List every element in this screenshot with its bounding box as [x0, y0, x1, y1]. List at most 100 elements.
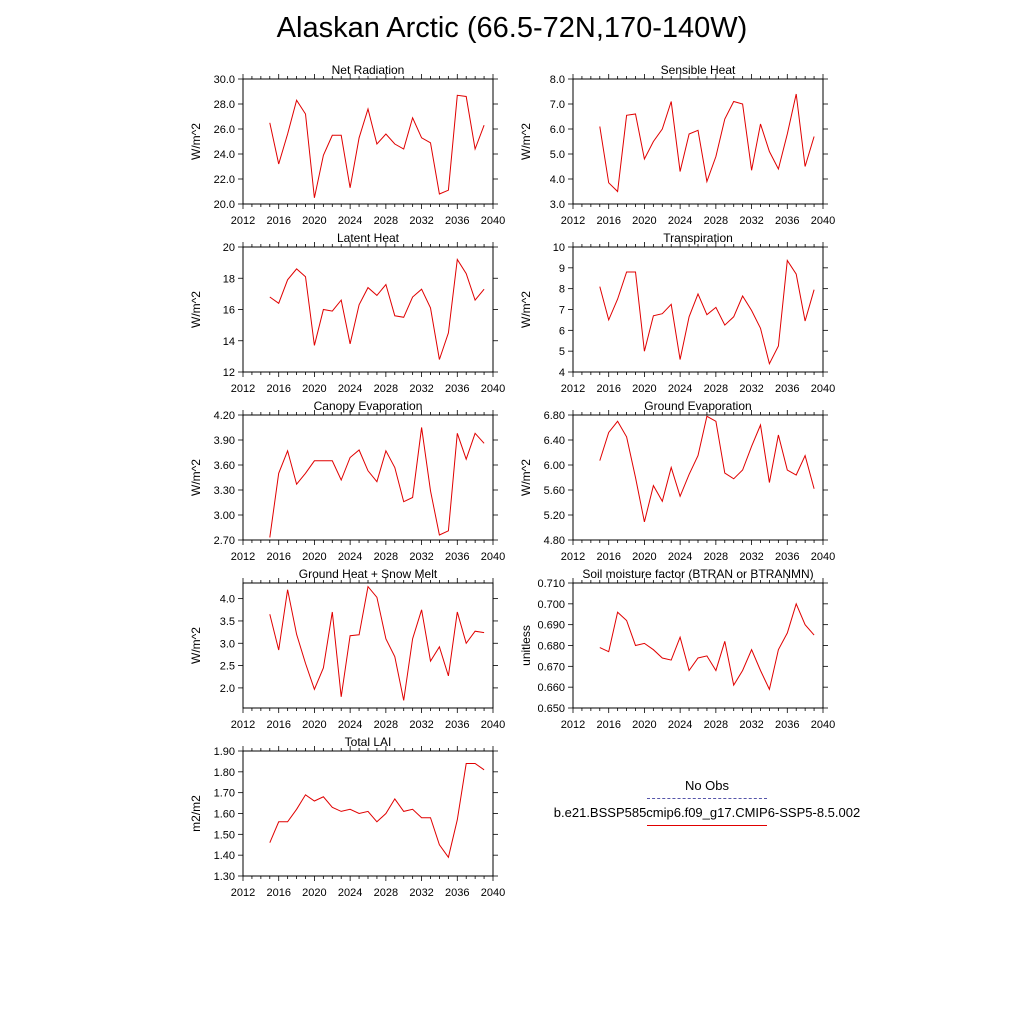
panel-1-xtick-label: 2028 [374, 215, 398, 227]
panel-8-series-line [599, 602, 815, 691]
panel-1-ytick-label: 20.0 [214, 199, 235, 211]
panel-7-ylabel: W/m^2 [189, 627, 203, 664]
panel-7-frame [242, 582, 494, 709]
panel-5-xtick-label: 2016 [266, 551, 290, 563]
legend-line-obs [647, 798, 767, 799]
panel-8-ytick-label: 0.680 [537, 641, 565, 653]
panel-1-ytick-label: 28.0 [214, 99, 235, 111]
panel-6-xtick-label: 2032 [739, 551, 763, 563]
panel-5-ytick-label: 2.70 [214, 535, 235, 547]
panel-5-ytick-label: 3.00 [214, 510, 235, 522]
panel-3-series-line [269, 258, 485, 360]
legend-label-model: b.e21.BSSP585cmip6.f09_g17.CMIP6-SSP5-8.… [553, 805, 861, 820]
panel-7-ytick-label: 2.5 [220, 661, 235, 673]
panel-6-xtick-label: 2020 [632, 551, 656, 563]
legend-line-model [647, 825, 767, 826]
panel-6-xtick-label: 2040 [811, 551, 835, 563]
panel-2-ylabel: W/m^2 [519, 123, 533, 160]
panel-5-xtick-label: 2028 [374, 551, 398, 563]
panel-1-series-line [269, 94, 485, 198]
panel-1-xtick-label: 2020 [302, 215, 326, 227]
panel-3-xtick-label: 2036 [445, 383, 469, 395]
panel-1-ylabel: W/m^2 [189, 123, 203, 160]
panel-6-xtick-label: 2036 [775, 551, 799, 563]
panel-7-ytick-label: 2.0 [220, 683, 235, 695]
panel-5-xtick-label: 2020 [302, 551, 326, 563]
panel-9-ylabel: m2/m2 [189, 795, 203, 832]
panel-1-ytick-label: 22.0 [214, 174, 235, 186]
panel-8-ytick-label: 0.710 [537, 578, 565, 590]
panel-4-xtick-label: 2032 [739, 383, 763, 395]
panel-2-ytick-label: 7.0 [550, 99, 565, 111]
panel-5-xtick-label: 2040 [481, 551, 505, 563]
panel-6-ytick-label: 5.20 [544, 510, 565, 522]
panel-8-ytick-label: 0.690 [537, 620, 565, 632]
panel-3-ylabel: W/m^2 [189, 291, 203, 328]
panel-1-xtick-label: 2036 [445, 215, 469, 227]
panel-1-frame [242, 78, 494, 205]
panel-4-ytick-label: 4 [559, 367, 565, 379]
panel-2-ytick-label: 5.0 [550, 149, 565, 161]
panel-3-ytick-label: 18 [223, 273, 235, 285]
figure-title: Alaskan Arctic (66.5-72N,170-140W) [276, 12, 748, 44]
panel-8-xtick-label: 2028 [704, 719, 728, 731]
panel-5-frame [242, 414, 494, 541]
panel-5-ytick-label: 3.30 [214, 485, 235, 497]
panel-8-xtick-label: 2032 [739, 719, 763, 731]
panel-8-xtick-label: 2036 [775, 719, 799, 731]
panel-6-series-line [599, 415, 815, 523]
panel-4-ytick-label: 6 [559, 325, 565, 337]
panel-2-xtick-label: 2024 [668, 215, 692, 227]
panel-3-ytick-label: 20 [223, 242, 235, 254]
panel-8-ylabel: unitless [519, 625, 533, 666]
panel-7-xtick-label: 2028 [374, 719, 398, 731]
panel-4-ytick-label: 10 [553, 242, 565, 254]
panel-9-xtick-label: 2036 [445, 887, 469, 899]
panel-2-series-line [599, 93, 815, 193]
panel-3-xtick-label: 2024 [338, 383, 362, 395]
panel-4-frame [572, 246, 824, 373]
panel-5-ytick-label: 3.90 [214, 435, 235, 447]
panel-4-xtick-label: 2028 [704, 383, 728, 395]
panel-9-ytick-label: 1.80 [214, 767, 235, 779]
panel-9-xtick-label: 2016 [266, 887, 290, 899]
panel-3-ytick-label: 16 [223, 305, 235, 317]
panel-2-xtick-label: 2040 [811, 215, 835, 227]
panel-8-ytick-label: 0.700 [537, 599, 565, 611]
panel-6-ytick-label: 6.00 [544, 460, 565, 472]
panel-9-title: Total LAI [345, 735, 392, 749]
panel-2-xtick-label: 2032 [739, 215, 763, 227]
panel-3-frame [242, 246, 494, 373]
panel-4-ylabel: W/m^2 [519, 291, 533, 328]
panel-1-xtick-label: 2012 [231, 215, 255, 227]
panel-3-ytick-label: 12 [223, 367, 235, 379]
panel-5-xtick-label: 2024 [338, 551, 362, 563]
panel-9-xtick-label: 2040 [481, 887, 505, 899]
panel-3-xtick-label: 2016 [266, 383, 290, 395]
panel-5-ytick-label: 4.20 [214, 410, 235, 422]
panel-5-title: Canopy Evaporation [314, 399, 423, 413]
panel-7-series-line [269, 585, 485, 701]
panel-9-series-line [269, 763, 485, 859]
panel-1-xtick-label: 2040 [481, 215, 505, 227]
panel-7-ytick-label: 3.0 [220, 638, 235, 650]
panel-8-xtick-label: 2024 [668, 719, 692, 731]
legend-label-obs: No Obs [684, 778, 730, 793]
panel-6-ytick-label: 5.60 [544, 485, 565, 497]
panel-8-xtick-label: 2020 [632, 719, 656, 731]
panel-4-xtick-label: 2016 [596, 383, 620, 395]
panel-5-xtick-label: 2032 [409, 551, 433, 563]
panel-8-title: Soil moisture factor (BTRAN or BTRANMN) [582, 567, 813, 581]
panel-2-ytick-label: 8.0 [550, 74, 565, 86]
panel-6-ytick-label: 4.80 [544, 535, 565, 547]
panel-4-xtick-label: 2020 [632, 383, 656, 395]
panel-6-title: Ground Evaporation [644, 399, 751, 413]
panel-4-ytick-label: 5 [559, 346, 565, 358]
panel-7-title: Ground Heat + Snow Melt [299, 567, 438, 581]
panel-6-ytick-label: 6.40 [544, 435, 565, 447]
panel-5-ytick-label: 3.60 [214, 460, 235, 472]
panel-2-title: Sensible Heat [661, 63, 736, 77]
panel-6-frame [572, 414, 824, 541]
panel-3-xtick-label: 2028 [374, 383, 398, 395]
